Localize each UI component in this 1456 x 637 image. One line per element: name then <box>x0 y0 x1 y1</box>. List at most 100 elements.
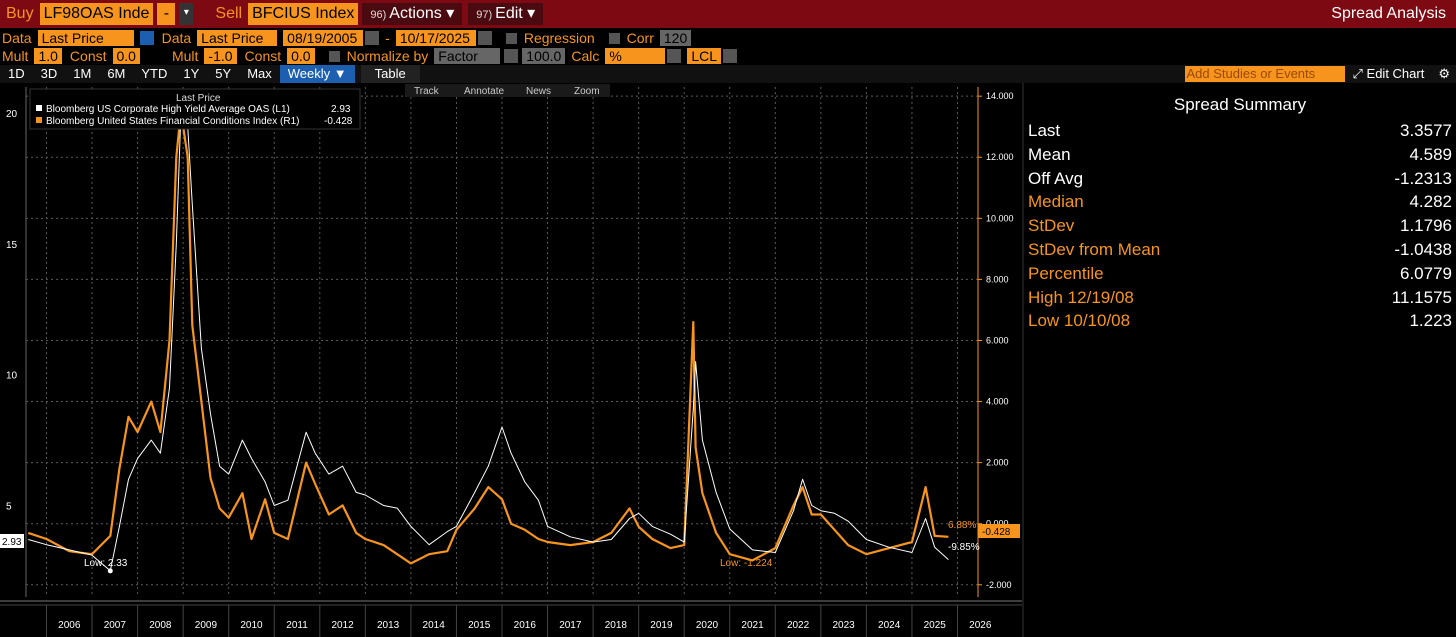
swap-icon[interactable] <box>139 31 154 45</box>
right-axis-tick-label: 8.000 <box>986 274 1009 284</box>
toolbar-news-button[interactable]: News <box>526 86 551 97</box>
regression-label: Regression <box>523 30 595 46</box>
calc-field[interactable]: % <box>605 48 666 64</box>
pct-top-label: 6.88% <box>948 520 976 531</box>
tab-ytd[interactable]: YTD <box>141 66 168 81</box>
tab-table[interactable]: Table <box>360 65 420 83</box>
mult-field[interactable]: 1.0 <box>34 48 62 64</box>
left-last-value: 2.93 <box>2 537 22 548</box>
calc-dropdown-icon[interactable] <box>667 49 682 63</box>
tab-1y[interactable]: 1Y <box>183 66 200 81</box>
actions-menu-label: Actions <box>389 5 442 22</box>
lcl-dropdown-icon[interactable] <box>723 49 738 63</box>
corr-checkbox[interactable] <box>608 32 620 44</box>
right-axis-tick-label: 4.000 <box>986 397 1009 407</box>
edit-chart-button[interactable]: ⤢ Edit Chart <box>1352 66 1425 81</box>
summary-row: Percentile 6.0779 <box>1024 262 1456 286</box>
const2-field[interactable]: 0.0 <box>287 48 315 64</box>
actions-menu[interactable]: 96) Actions ▾ <box>362 3 463 25</box>
summary-value: 11.1575 <box>1391 287 1452 307</box>
toolbar-zoom-button[interactable]: Zoom <box>574 86 600 97</box>
spread-chart[interactable]: 2006 2007 2008 2009 2010 2011 2012 2013 2014 2015… <box>0 83 1022 637</box>
summary-row: Last 3.3577 <box>1024 119 1456 143</box>
tab-3d[interactable]: 3D <box>40 66 58 81</box>
toolbar-track-button[interactable]: Track <box>414 86 440 97</box>
x-tick-label: 2008 <box>149 620 172 631</box>
buy-label: Buy <box>6 5 34 22</box>
summary-row: Off Avg -1.2313 <box>1024 167 1456 191</box>
x-tick-label: 2013 <box>377 620 400 631</box>
mult2-field[interactable]: -1.0 <box>204 48 237 64</box>
toolbar-annotate-button[interactable]: Annotate <box>464 86 504 97</box>
tab-1m[interactable]: 1M <box>73 66 92 81</box>
sell-label: Sell <box>215 5 243 22</box>
normalize-dropdown-icon[interactable] <box>504 49 519 63</box>
factor-field[interactable]: 100.0 <box>522 48 566 64</box>
summary-title: Spread Summary <box>1173 95 1307 114</box>
right-axis-tick-label: 6.000 <box>986 335 1009 345</box>
normalize-checkbox[interactable] <box>328 50 340 62</box>
summary-row: Mean 4.589 <box>1024 143 1456 167</box>
studies-input[interactable]: Add Studies or Events <box>1184 66 1345 82</box>
summary-value: 1.1796 <box>1400 216 1452 236</box>
const-field[interactable]: 0.0 <box>112 48 140 64</box>
regression-checkbox[interactable] <box>505 32 517 44</box>
lcl-field[interactable]: LCL <box>687 48 722 64</box>
start-date-field[interactable]: 08/19/2005 <box>283 30 364 46</box>
right-axis-tick-label: 14.000 <box>986 91 1014 101</box>
calc-label: Calc <box>571 48 600 64</box>
end-date-field[interactable]: 10/17/2025 <box>395 30 476 46</box>
summary-value: 4.282 <box>1409 192 1452 212</box>
chart-panel[interactable]: 2006 2007 2008 2009 2010 2011 2012 2013 2014 2015… <box>0 83 1022 637</box>
edit-menu-number: 97) <box>476 9 493 21</box>
left-axis-tick-label: 20 <box>6 109 18 120</box>
data-label-2: Data <box>161 30 192 46</box>
edit-chart-label: Edit Chart <box>1366 66 1425 81</box>
buy-ticker-field[interactable]: LF98OAS Inde <box>39 3 154 25</box>
summary-row: Median 4.282 <box>1024 190 1456 214</box>
normalize-field[interactable]: Factor <box>434 48 501 64</box>
x-tick-label: 2020 <box>696 620 719 631</box>
data-settings-row: Data Last Price Data Last Price 08/19/20… <box>0 29 1456 47</box>
data-field-1[interactable]: Last Price <box>37 30 134 46</box>
period-tabs: 1D 3D 1M 6M YTD 1Y 5Y Max Weekly ▼ Table… <box>0 65 1456 83</box>
tab-max[interactable]: Max <box>247 66 272 81</box>
tab-6m[interactable]: 6M <box>107 66 126 81</box>
series2-swatch <box>36 117 42 123</box>
settings-gear-icon[interactable]: ⚙ <box>1438 66 1450 81</box>
actions-menu-number: 96) <box>370 9 387 21</box>
summary-key: Mean <box>1028 144 1071 164</box>
sell-ticker-field[interactable]: BFCIUS Index <box>248 3 359 25</box>
x-tick-label: 2010 <box>240 620 263 631</box>
tab-1d[interactable]: 1D <box>8 66 25 81</box>
x-tick-label: 2014 <box>423 620 446 631</box>
right-axis-tick-label: 10.000 <box>986 213 1014 223</box>
summary-key: StDev from Mean <box>1028 239 1161 259</box>
tab-5y[interactable]: 5Y <box>215 66 232 81</box>
right-axis-tick-label: 0.000 <box>986 519 1009 529</box>
edit-menu[interactable]: 97) Edit ▾ <box>468 3 544 25</box>
x-tick-label: 2012 <box>331 620 354 631</box>
x-tick-label: 2006 <box>58 620 81 631</box>
x-tick-label: 2026 <box>969 620 992 631</box>
left-axis-tick-label: 15 <box>6 240 18 251</box>
summary-value: 1.223 <box>1409 311 1452 331</box>
operator-field[interactable]: - <box>157 3 176 25</box>
normalize-label: Normalize by <box>346 48 429 64</box>
edit-menu-label: Edit <box>495 5 523 22</box>
end-calendar-icon[interactable] <box>477 31 492 45</box>
corr-field[interactable]: 120 <box>659 30 692 46</box>
data-field-2[interactable]: Last Price <box>197 30 278 46</box>
top-command-bar: Buy LF98OAS Inde - ▾ Sell BFCIUS Index 9… <box>0 0 1456 28</box>
corr-label: Corr <box>626 30 654 46</box>
x-tick-label: 2017 <box>559 620 582 631</box>
operator-dropdown-icon[interactable]: ▾ <box>179 3 194 25</box>
mult2-label: Mult <box>171 48 199 64</box>
summary-row: StDev 1.1796 <box>1024 214 1456 238</box>
right-axis-tick-label: 12.000 <box>986 152 1014 162</box>
tab-weekly[interactable]: Weekly ▼ <box>279 65 355 83</box>
start-calendar-icon[interactable] <box>365 31 380 45</box>
left-axis-tick-label: 10 <box>6 371 18 382</box>
series1-swatch <box>36 105 42 111</box>
summary-key: Median <box>1028 192 1084 212</box>
